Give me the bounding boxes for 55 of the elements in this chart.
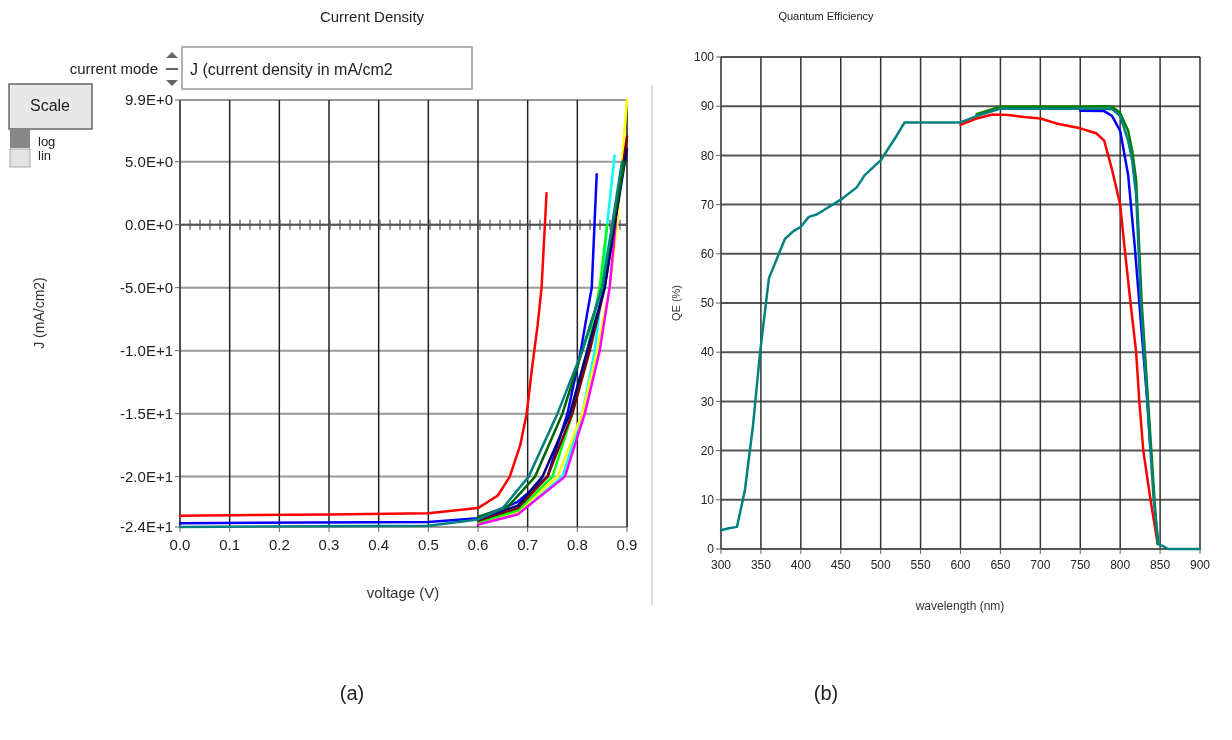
x-tick-label: 300 xyxy=(710,558,732,572)
y-tick-label: 5.0E+0 xyxy=(125,152,173,170)
y-tick-label: 70 xyxy=(700,197,715,212)
x-tick-label: 0.4 xyxy=(368,536,390,553)
x-tick-label: 0.0 xyxy=(169,536,191,553)
x-tick-label: 550 xyxy=(910,558,931,572)
x-tick-label: 900 xyxy=(1189,558,1211,572)
text: J (current density in mA/cm2 xyxy=(190,61,393,78)
text: Scale xyxy=(29,97,71,114)
y-tick-label: -1.0E+1 xyxy=(120,341,173,359)
y-tick-label: 20 xyxy=(700,443,715,458)
chart-title: Quantum Efficiency xyxy=(778,10,875,22)
x-tick-label: 0.6 xyxy=(467,536,489,553)
x-tick-label: 700 xyxy=(1030,558,1051,572)
y-tick-label: 100 xyxy=(693,50,715,65)
x-tick-label: 0.8 xyxy=(566,536,588,553)
text: (b) xyxy=(813,682,839,704)
y-tick-label: 40 xyxy=(700,345,715,360)
y-axis-title: QE (%) xyxy=(670,284,682,322)
y-tick-label: -1.5E+1 xyxy=(120,404,173,422)
x-axis-title: wavelength (nm) xyxy=(914,599,1005,613)
x-tick-label: 600 xyxy=(950,558,971,572)
text: lin xyxy=(38,148,52,163)
x-tick-label: 850 xyxy=(1150,558,1171,572)
y-tick-label: 9.9E+0 xyxy=(125,91,173,109)
y-tick-label: 30 xyxy=(700,394,715,409)
x-tick-label: 650 xyxy=(990,558,1011,572)
x-tick-label: 0.7 xyxy=(517,536,539,553)
chart-title: Current Density xyxy=(319,8,425,25)
y-tick-label: 0 xyxy=(707,542,715,557)
y-tick-label: 50 xyxy=(700,296,715,311)
x-tick-label: 0.5 xyxy=(417,536,439,553)
y-tick-label: 90 xyxy=(700,99,715,114)
x-tick-label: 800 xyxy=(1110,558,1131,572)
y-tick-label: 80 xyxy=(700,148,715,163)
text: current mode xyxy=(69,60,158,77)
x-tick-label: 0.3 xyxy=(318,536,340,553)
y-tick-label: -2.4E+1 xyxy=(120,518,173,536)
y-tick-label: 10 xyxy=(700,493,715,507)
y-axis-title: J (mA/cm2) xyxy=(31,277,47,349)
x-tick-label: 500 xyxy=(870,558,891,572)
y-tick-label: 0.0E+0 xyxy=(125,215,173,233)
x-tick-label: 0.1 xyxy=(219,536,241,553)
y-tick-label: 60 xyxy=(700,247,715,261)
x-tick-label: 350 xyxy=(750,558,772,572)
x-tick-label: 750 xyxy=(1070,558,1091,572)
text: (a) xyxy=(339,682,365,704)
text: log xyxy=(38,134,56,149)
y-tick-label: -2.0E+1 xyxy=(120,467,173,485)
x-tick-label: 400 xyxy=(790,558,812,572)
y-tick-label: -5.0E+0 xyxy=(120,278,173,296)
x-axis-title: voltage (V) xyxy=(366,584,440,601)
x-tick-label: 0.9 xyxy=(616,536,638,553)
x-tick-label: 450 xyxy=(830,558,852,572)
x-tick-label: 0.2 xyxy=(268,536,290,553)
